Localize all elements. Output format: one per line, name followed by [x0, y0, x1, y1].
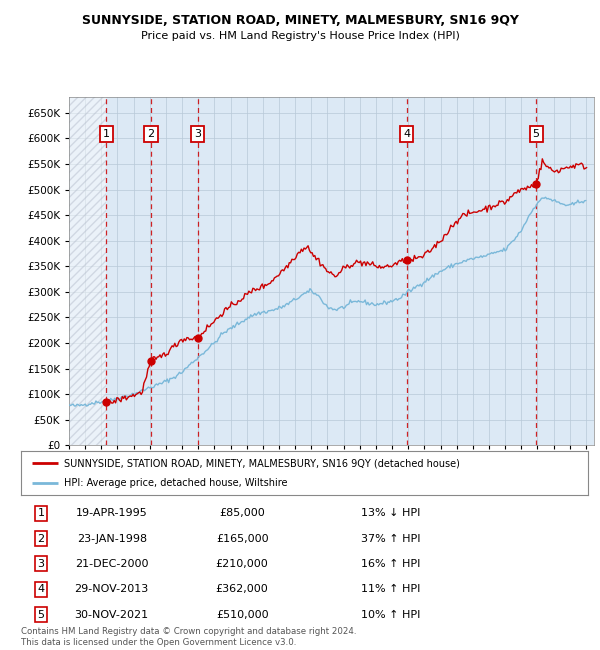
Text: £210,000: £210,000: [216, 559, 269, 569]
Text: 4: 4: [403, 129, 410, 139]
Text: 2: 2: [37, 534, 44, 543]
Text: SUNNYSIDE, STATION ROAD, MINETY, MALMESBURY, SN16 9QY: SUNNYSIDE, STATION ROAD, MINETY, MALMESB…: [82, 14, 518, 27]
Text: 4: 4: [37, 584, 44, 594]
Text: 29-NOV-2013: 29-NOV-2013: [74, 584, 149, 594]
Text: 5: 5: [533, 129, 539, 139]
Text: £362,000: £362,000: [216, 584, 269, 594]
Text: Contains HM Land Registry data © Crown copyright and database right 2024.
This d: Contains HM Land Registry data © Crown c…: [21, 627, 356, 647]
Text: £165,000: £165,000: [216, 534, 268, 543]
Bar: [69, 98, 106, 445]
Text: 2: 2: [148, 129, 154, 139]
Text: 10% ↑ HPI: 10% ↑ HPI: [361, 610, 421, 619]
Text: 21-DEC-2000: 21-DEC-2000: [75, 559, 148, 569]
Text: 5: 5: [37, 610, 44, 619]
Text: 11% ↑ HPI: 11% ↑ HPI: [361, 584, 421, 594]
Text: 19-APR-1995: 19-APR-1995: [76, 508, 148, 518]
Text: 1: 1: [103, 129, 110, 139]
Text: £510,000: £510,000: [216, 610, 268, 619]
Text: 23-JAN-1998: 23-JAN-1998: [77, 534, 147, 543]
Text: 3: 3: [194, 129, 201, 139]
Text: 13% ↓ HPI: 13% ↓ HPI: [361, 508, 421, 518]
Text: 30-NOV-2021: 30-NOV-2021: [74, 610, 149, 619]
Text: HPI: Average price, detached house, Wiltshire: HPI: Average price, detached house, Wilt…: [64, 478, 287, 488]
Text: SUNNYSIDE, STATION ROAD, MINETY, MALMESBURY, SN16 9QY (detached house): SUNNYSIDE, STATION ROAD, MINETY, MALMESB…: [64, 458, 460, 468]
Text: 3: 3: [37, 559, 44, 569]
Text: Price paid vs. HM Land Registry's House Price Index (HPI): Price paid vs. HM Land Registry's House …: [140, 31, 460, 41]
Text: 37% ↑ HPI: 37% ↑ HPI: [361, 534, 421, 543]
Text: 16% ↑ HPI: 16% ↑ HPI: [361, 559, 421, 569]
Text: £85,000: £85,000: [219, 508, 265, 518]
Text: 1: 1: [37, 508, 44, 518]
